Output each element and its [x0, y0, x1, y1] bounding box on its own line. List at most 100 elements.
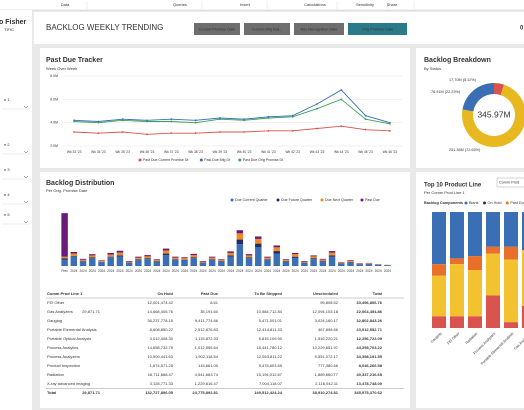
- x-tick-label: 2024: [98, 269, 105, 273]
- bar-segment: [486, 253, 500, 296]
- line-point: [388, 129, 391, 132]
- bar-segment: [89, 258, 96, 266]
- bar-segment: [190, 257, 197, 259]
- bar-segment: [310, 255, 317, 257]
- bar-segment: [70, 256, 78, 257]
- x-tick-label: 2024: [273, 269, 280, 273]
- legend-marker: [138, 158, 142, 162]
- bar-segment: [227, 252, 234, 256]
- bar-segment: [98, 260, 105, 262]
- x-tick-label: 2024: [227, 269, 234, 273]
- bar-segment: [79, 261, 87, 266]
- x-tick-label: 2024: [264, 269, 271, 273]
- table-cell: 12,094,103.18: [312, 309, 338, 314]
- table-cell: 12,001,474.42: [147, 300, 173, 305]
- bar-segment: [319, 261, 327, 266]
- bar-segment: [181, 258, 188, 260]
- legend-label: Due Future Quarter: [281, 198, 313, 202]
- x-tick-label: 2024: [144, 269, 151, 273]
- bar-segment: [172, 259, 179, 266]
- legend-marker: [230, 198, 234, 202]
- table-cell: 8,046,266.58: [359, 363, 383, 368]
- breakdown: Backlog Breakdown By Status 17.70M (5.12%)…: [424, 57, 524, 152]
- legend-label: Blank: [469, 201, 479, 205]
- bar-segment: [61, 259, 68, 266]
- filter-button[interactable]: [194, 23, 240, 35]
- table-header: Comm Prod Line 1: [47, 291, 83, 296]
- bar-segment: [504, 212, 518, 247]
- table-cell: 149,512,424.24: [254, 390, 283, 395]
- bar-segment: [70, 252, 78, 254]
- table-cell: 2,116,042.11: [315, 381, 339, 386]
- table-cell: 24,775,892.81: [192, 390, 218, 395]
- table-cell: 6,815,109.90: [259, 336, 283, 341]
- table-cell: 10,509,441.63: [147, 354, 173, 359]
- bar-segment: [107, 254, 114, 257]
- dropdown[interactable]: [496, 177, 524, 188]
- dropdown-chevron[interactable]: [23, 200, 29, 204]
- menu-item[interactable]: Queries: [173, 2, 187, 7]
- table-cell: 13,478,748.00: [356, 381, 382, 386]
- line-point: [194, 121, 197, 124]
- filter-button[interactable]: [348, 23, 407, 35]
- bar-segment: [107, 257, 114, 266]
- table-cell: 1,516,220.21: [315, 336, 339, 341]
- y-tick-label: 6.0M: [50, 97, 58, 101]
- legend-marker: [505, 201, 509, 205]
- bar-segment: [208, 259, 216, 266]
- bar-segment: [236, 230, 244, 234]
- dropdown-chevron[interactable]: [23, 175, 29, 179]
- menu-item[interactable]: Calculations: [304, 2, 326, 7]
- bar-segment: [468, 316, 482, 328]
- line-point: [267, 129, 270, 132]
- bar-segment: [264, 256, 271, 258]
- bar-segment: [125, 261, 133, 263]
- x-tick-label: 2024: [107, 269, 114, 273]
- bar-segment: [356, 263, 363, 265]
- line-point: [340, 98, 343, 101]
- dropdown-chevron[interactable]: [23, 220, 29, 224]
- line-point: [316, 107, 318, 110]
- bar-segment: [504, 246, 518, 260]
- filter-button[interactable]: [294, 23, 344, 35]
- table-cell: X-ray advanced imaging: [47, 381, 90, 386]
- bar-segment: [282, 261, 290, 266]
- x-tick-label: Wk 38 '23: [188, 150, 203, 154]
- bar-segment: [347, 260, 354, 262]
- filter-button[interactable]: [244, 23, 290, 35]
- bar-segment: [144, 255, 151, 257]
- bar-segment: [236, 244, 244, 266]
- table-header: Past Due: [201, 291, 219, 296]
- dropdown-chevron[interactable]: [23, 150, 29, 154]
- x-tick-label: 2024: [135, 269, 142, 273]
- table-cell: 12,256,722.09: [356, 336, 382, 341]
- bar-segment: [107, 256, 114, 258]
- menu-item[interactable]: Sensitivity: [356, 2, 374, 7]
- bar-segment: [291, 252, 299, 255]
- line-point: [364, 114, 367, 117]
- menu-item[interactable]: Share: [387, 2, 398, 7]
- line-point: [170, 118, 173, 121]
- x-tick-label: 2024: [70, 269, 77, 273]
- legend-marker: [483, 201, 486, 205]
- bar-segment: [522, 305, 524, 328]
- table-cell: 22,064,454.86: [356, 309, 382, 314]
- table-cell: 5,478,603.65: [259, 363, 283, 368]
- menu-item[interactable]: Data: [61, 2, 70, 7]
- table-cell: 345,975,370.62: [354, 390, 383, 395]
- bar-segment: [125, 261, 133, 262]
- legend-label: On Hold: [488, 201, 502, 205]
- line-point: [97, 132, 100, 135]
- line-point: [291, 129, 294, 132]
- panel-subtitle: Week Over Week: [46, 66, 77, 71]
- menu-item[interactable]: Insert: [240, 2, 251, 7]
- dropdown-chevron[interactable]: [23, 105, 29, 109]
- line-point: [291, 115, 294, 118]
- panel-subtitle: Per Orig. Promise Date: [46, 188, 88, 193]
- panel-distribution: [40, 172, 410, 408]
- line-point: [121, 119, 124, 122]
- x-tick-label: Wk 36 '23: [140, 150, 155, 154]
- bar-segment: [61, 258, 68, 260]
